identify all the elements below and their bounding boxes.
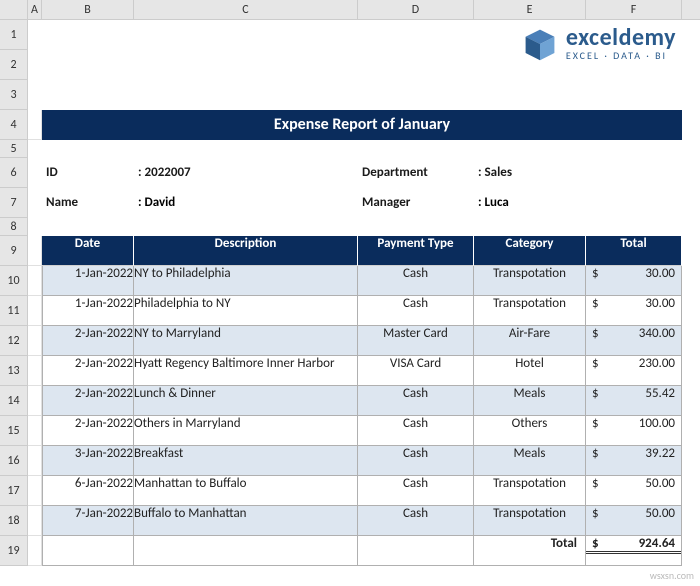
cell-desc[interactable]: Breakfast: [134, 446, 358, 476]
cell-pay[interactable]: Cash: [358, 506, 474, 536]
cell-desc[interactable]: Philadelphia to NY: [134, 296, 358, 326]
mgr-value[interactable]: : Luca: [474, 188, 586, 218]
cell-cat[interactable]: Transpotation: [474, 266, 586, 296]
row-header[interactable]: 10: [0, 266, 28, 296]
cell-amount[interactable]: $340.00: [586, 326, 682, 356]
cell-cat[interactable]: Air-Fare: [474, 326, 586, 356]
cell-cat[interactable]: Hotel: [474, 356, 586, 386]
cell-date[interactable]: 2-Jan-2022: [42, 326, 134, 356]
select-all-corner[interactable]: [0, 0, 28, 19]
logo: exceldemy EXCEL · DATA · BI: [522, 26, 676, 62]
row-header[interactable]: 9: [0, 236, 28, 266]
cell-date[interactable]: 2-Jan-2022: [42, 416, 134, 446]
cell-pay[interactable]: Master Card: [358, 326, 474, 356]
row-header[interactable]: 13: [0, 356, 28, 386]
cell-pay[interactable]: Cash: [358, 476, 474, 506]
cell-pay[interactable]: Cash: [358, 416, 474, 446]
id-label: ID: [42, 158, 134, 188]
logo-text: exceldemy: [566, 26, 676, 50]
spreadsheet: A B C D E F 1 2 3 4 Expense Report of Ja…: [0, 0, 700, 566]
cell-pay[interactable]: Cash: [358, 296, 474, 326]
total-value[interactable]: $924.64: [586, 536, 682, 566]
th-cat[interactable]: Category: [474, 236, 586, 266]
cell-desc[interactable]: Others in Marryland: [134, 416, 358, 446]
cell-amount[interactable]: $50.00: [586, 506, 682, 536]
th-desc[interactable]: Description: [134, 236, 358, 266]
column-headers: A B C D E F: [0, 0, 700, 20]
cell-pay[interactable]: Cash: [358, 266, 474, 296]
cell-date[interactable]: 2-Jan-2022: [42, 386, 134, 416]
cell-date[interactable]: 2-Jan-2022: [42, 356, 134, 386]
cell-date[interactable]: 3-Jan-2022: [42, 446, 134, 476]
cell-cat[interactable]: Transpotation: [474, 506, 586, 536]
th-date[interactable]: Date: [42, 236, 134, 266]
cell-amount[interactable]: $100.00: [586, 416, 682, 446]
watermark: wsxsn.com: [650, 569, 694, 582]
cell-pay[interactable]: Cash: [358, 386, 474, 416]
row-header[interactable]: 3: [0, 80, 28, 110]
cell-cat[interactable]: Transpotation: [474, 296, 586, 326]
cell-desc[interactable]: Buffalo to Manhattan: [134, 506, 358, 536]
report-title: Expense Report of January: [42, 110, 682, 140]
cell-desc[interactable]: Hyatt Regency Baltimore Inner Harbor: [134, 356, 358, 386]
cell-date[interactable]: 1-Jan-2022: [42, 266, 134, 296]
dept-value[interactable]: : Sales: [474, 158, 586, 188]
th-total[interactable]: Total: [586, 236, 682, 266]
id-value[interactable]: : 2022007: [134, 158, 358, 188]
total-label: Total: [474, 536, 586, 566]
cell-amount[interactable]: $39.22: [586, 446, 682, 476]
total-cell[interactable]: [358, 536, 474, 566]
row-header[interactable]: 16: [0, 446, 28, 476]
row-header[interactable]: 1: [0, 20, 28, 50]
total-cell[interactable]: [134, 536, 358, 566]
cell-amount[interactable]: $50.00: [586, 476, 682, 506]
row-header[interactable]: 14: [0, 386, 28, 416]
cell-date[interactable]: 6-Jan-2022: [42, 476, 134, 506]
row-header[interactable]: 7: [0, 188, 28, 218]
col-header-b[interactable]: B: [42, 0, 134, 19]
total-cell[interactable]: [42, 536, 134, 566]
col-header-a[interactable]: A: [28, 0, 42, 19]
row-header[interactable]: 19: [0, 536, 28, 566]
cell-amount[interactable]: $30.00: [586, 296, 682, 326]
cell-cat[interactable]: Others: [474, 416, 586, 446]
cell-desc[interactable]: Manhattan to Buffalo: [134, 476, 358, 506]
logo-subtext: EXCEL · DATA · BI: [566, 50, 676, 62]
row-header[interactable]: 4: [0, 110, 28, 140]
cell-amount[interactable]: $55.42: [586, 386, 682, 416]
col-header-e[interactable]: E: [474, 0, 586, 19]
col-header-c[interactable]: C: [134, 0, 358, 19]
row-header[interactable]: 5: [0, 140, 28, 158]
cell-amount[interactable]: $30.00: [586, 266, 682, 296]
row-header[interactable]: 8: [0, 218, 28, 236]
cell-cat[interactable]: Meals: [474, 386, 586, 416]
col-header-d[interactable]: D: [358, 0, 474, 19]
cell-cat[interactable]: Transpotation: [474, 476, 586, 506]
col-header-f[interactable]: F: [586, 0, 682, 19]
cell-pay[interactable]: Cash: [358, 446, 474, 476]
cell-desc[interactable]: Lunch & Dinner: [134, 386, 358, 416]
dept-label: Department: [358, 158, 474, 188]
th-pay[interactable]: Payment Type: [358, 236, 474, 266]
row-header[interactable]: 12: [0, 326, 28, 356]
cell-amount[interactable]: $230.00: [586, 356, 682, 386]
row-header[interactable]: 15: [0, 416, 28, 446]
mgr-label: Manager: [358, 188, 474, 218]
row-header[interactable]: 17: [0, 476, 28, 506]
cell-date[interactable]: 1-Jan-2022: [42, 296, 134, 326]
name-value[interactable]: : David: [134, 188, 358, 218]
row-header[interactable]: 11: [0, 296, 28, 326]
row-header[interactable]: 2: [0, 50, 28, 80]
cell-desc[interactable]: NY to Marryland: [134, 326, 358, 356]
cell-pay[interactable]: VISA Card: [358, 356, 474, 386]
cell-date[interactable]: 7-Jan-2022: [42, 506, 134, 536]
cube-icon: [522, 26, 558, 62]
row-header[interactable]: 18: [0, 506, 28, 536]
name-label: Name: [42, 188, 134, 218]
cell-desc[interactable]: NY to Philadelphia: [134, 266, 358, 296]
row-header[interactable]: 6: [0, 158, 28, 188]
cell-cat[interactable]: Meals: [474, 446, 586, 476]
